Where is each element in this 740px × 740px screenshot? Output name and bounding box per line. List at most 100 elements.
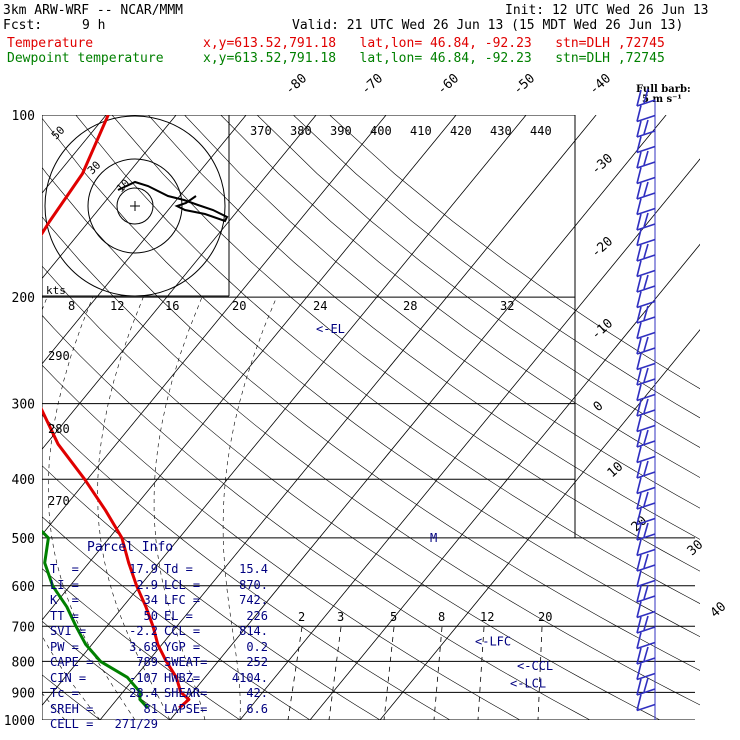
wind-barb-flag-18 — [636, 368, 642, 386]
parcel-cell: 271/29 — [114, 717, 158, 731]
parcel-cell: SHEAR= — [164, 686, 208, 700]
parcel-cell: K = — [50, 593, 79, 607]
parcel-cell: 870. — [239, 577, 268, 592]
dry-adiabat-200 — [329, 115, 700, 390]
hodo-ring-label-10: 10 — [114, 177, 133, 196]
full-barb-line2: 5 m s⁻¹ — [642, 94, 682, 105]
parcel-cell: 0.2 — [246, 639, 268, 654]
wind-barb-flag-27 — [636, 508, 642, 525]
wind-barb-flag-1 — [636, 105, 642, 122]
wind-barb-staff-5 — [636, 176, 656, 185]
dry-adiabat-90 — [42, 265, 661, 720]
pressure-label-100: 100 — [12, 109, 35, 124]
speed-label-16: 16 — [165, 299, 179, 313]
parcel-cell: -107 — [129, 670, 158, 685]
dewpoint-location: x,y=613.52,791.18 lat,lon= 46.84, -92.23… — [203, 51, 665, 66]
dry-adiabat-80 — [42, 314, 591, 720]
wind-barb-flag-0 — [636, 89, 642, 107]
parcel-cell: CIN = — [50, 670, 87, 685]
mixing-ratio-label-2: 2 — [298, 610, 305, 624]
wind-barb-flag2-24 — [643, 460, 649, 476]
parcel-cell: PW = — [50, 639, 79, 654]
wind-barb-flag-14 — [636, 306, 642, 324]
parcel-row: T = 17.9 Td = 15.4 — [50, 563, 268, 575]
theta-low-label-280: 280 — [48, 422, 70, 436]
isotherm-label--70: -70 — [359, 71, 386, 98]
parcel-cell: -2.9 — [129, 577, 158, 592]
wind-barb-flag-29 — [636, 539, 642, 556]
wind-barb-flag-12 — [636, 275, 642, 293]
parcel-row: LI = -2.9 LCL = 870. — [50, 579, 268, 591]
wind-barb-staff-8 — [636, 223, 656, 231]
mixing-ratio-line-1 — [328, 626, 342, 720]
hodo-ring-label-50: 50 — [49, 124, 68, 143]
wind-barb-flag2-18 — [643, 367, 649, 383]
annotation-m: M — [430, 531, 437, 545]
isotherm-10 — [99, 115, 597, 720]
parcel-cell: 252 — [246, 655, 268, 669]
isotherm-label--20: -20 — [589, 234, 616, 261]
isotherm-label--10: -10 — [589, 316, 616, 343]
mixing-ratio-line-2 — [383, 626, 395, 720]
parcel-cell: 742. — [239, 593, 268, 607]
forecast-hour: 9 h — [82, 18, 106, 33]
wind-barb-flag-16 — [636, 337, 642, 355]
speed-label-32: 32 — [500, 299, 514, 313]
speed-label-24: 24 — [313, 299, 327, 313]
wind-barb-flag-23 — [636, 446, 642, 463]
parcel-row: SVI = -2.2 CCL = 814. — [50, 625, 268, 637]
wind-barb-flag2-6 — [643, 181, 649, 197]
wind-barb-staff-17 — [636, 362, 656, 371]
dry-adiabat-110 — [42, 166, 700, 671]
parcel-cell: 15.4 — [239, 562, 268, 576]
annotation-ccl: <-CCL — [517, 659, 553, 673]
isotherm-label--60: -60 — [435, 71, 462, 98]
wind-barb-staff-3 — [636, 145, 656, 154]
wind-barb-staff-35 — [636, 641, 656, 650]
wind-barb-flag-4 — [636, 151, 642, 169]
parcel-cell: 789 — [136, 655, 158, 669]
wind-barb-flag-21 — [636, 415, 642, 432]
isotherm-label--40: -40 — [587, 71, 614, 98]
speed-label-12: 12 — [110, 299, 124, 313]
hodo-ring-0 — [116, 187, 154, 225]
dry-adiabat-60 — [42, 414, 451, 720]
theta-label-390: 390 — [330, 124, 352, 138]
wind-barb-staff-31 — [636, 579, 656, 588]
speed-label-8: 8 — [68, 299, 75, 313]
parcel-cell: EL = — [164, 608, 193, 623]
isotherm--50 — [42, 115, 177, 280]
wind-barb-flag2-22 — [643, 429, 649, 445]
wind-barb-flag2-26 — [643, 491, 649, 507]
wind-barb-flag-31 — [636, 570, 642, 587]
wind-barb-flag2-2 — [643, 119, 649, 135]
wind-barb-flag-6 — [636, 182, 642, 200]
wind-barb-flag-38 — [636, 678, 642, 696]
wind-barb-flag2-34 — [643, 615, 649, 631]
isotherm-30 — [239, 158, 700, 720]
theta-label-440: 440 — [530, 124, 552, 138]
annotation-lfc: <-LFC — [475, 635, 511, 649]
parcel-row: PW = 3.68 YGP = 0.2 — [50, 641, 268, 653]
wind-barb-flag-32 — [636, 585, 642, 603]
wind-barb-staff-33 — [636, 610, 656, 619]
parcel-cell: 226 — [246, 608, 268, 623]
parcel-cell: 81 — [143, 701, 158, 716]
parcel-cell: CELL = — [50, 717, 94, 731]
hodo-trace — [117, 180, 229, 223]
wind-barb-flag2-12 — [643, 274, 649, 290]
wind-barb-flag-15 — [636, 322, 642, 339]
isotherm--40 — [42, 115, 247, 365]
wind-barb-staff-34 — [636, 626, 656, 634]
mixing-ratio-line-3 — [433, 626, 443, 720]
isotherm-label--50: -50 — [511, 71, 538, 98]
mixing-ratio-label-20: 20 — [538, 610, 552, 624]
wind-barb-staff-37 — [636, 672, 656, 681]
parcel-cell: SREH = — [50, 701, 94, 716]
wind-barb-staff-24 — [636, 471, 656, 479]
temperature-trace — [42, 115, 191, 710]
wind-barb-staff-9 — [636, 238, 656, 247]
wind-barb-flag-5 — [636, 167, 642, 184]
annotation-lcl: <-LCL — [510, 676, 546, 690]
wind-barb-staff-28 — [636, 533, 656, 541]
